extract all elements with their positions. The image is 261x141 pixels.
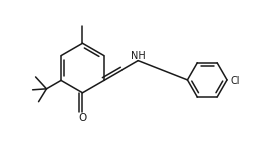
Text: O: O bbox=[78, 113, 87, 123]
Text: Cl: Cl bbox=[230, 76, 240, 86]
Text: NH: NH bbox=[131, 51, 146, 61]
